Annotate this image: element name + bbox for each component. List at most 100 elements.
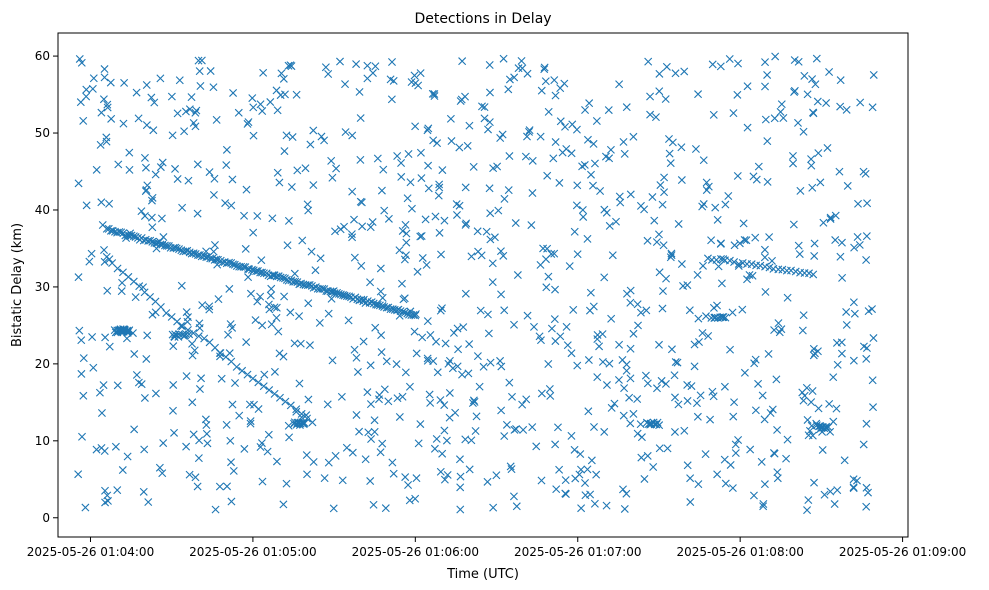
detection-point	[183, 313, 192, 322]
detection-point	[811, 80, 820, 89]
detection-point	[593, 335, 602, 344]
detection-point	[521, 152, 530, 161]
detection-point	[810, 478, 819, 487]
detection-point	[615, 80, 624, 89]
detection-point	[862, 483, 871, 492]
detection-point	[773, 474, 782, 483]
detection-point	[295, 312, 304, 321]
detection-point	[783, 293, 792, 302]
detection-point	[570, 445, 579, 454]
detection-point	[790, 56, 799, 65]
detection-point	[401, 251, 410, 260]
detection-point	[499, 251, 508, 260]
detection-point	[195, 324, 204, 333]
detection-point	[605, 221, 614, 230]
detection-point	[317, 132, 326, 141]
detection-point	[201, 415, 210, 424]
detection-point	[324, 458, 333, 467]
detection-point	[458, 370, 467, 379]
detection-point	[456, 483, 465, 492]
detection-point	[618, 355, 627, 364]
detection-point	[761, 287, 770, 296]
detection-point	[589, 302, 598, 311]
detection-point	[721, 200, 730, 209]
detection-point	[615, 340, 624, 349]
detection-point	[328, 356, 337, 365]
detection-point	[440, 426, 449, 435]
detection-point	[424, 161, 433, 170]
detection-point	[371, 323, 380, 332]
detection-point	[658, 200, 667, 209]
detection-point	[553, 423, 562, 432]
detection-point	[590, 159, 599, 168]
detection-point	[626, 298, 635, 307]
detection-point	[77, 336, 86, 345]
detection-point	[324, 309, 333, 318]
detection-point	[275, 393, 284, 402]
detection-point	[272, 313, 281, 322]
detection-point	[105, 199, 114, 208]
detection-point	[329, 287, 338, 296]
detection-point	[438, 166, 447, 175]
detection-point	[562, 322, 571, 331]
detection-point	[683, 396, 692, 405]
detection-point	[320, 136, 329, 145]
detection-point	[513, 271, 522, 280]
detection-point	[713, 215, 722, 224]
detection-point	[699, 200, 708, 209]
detection-point	[433, 368, 442, 377]
detection-point	[556, 117, 565, 126]
detection-point	[357, 261, 366, 270]
detection-point	[284, 216, 293, 225]
detection-point	[602, 501, 611, 510]
detection-point	[377, 331, 386, 340]
detection-point	[532, 442, 541, 451]
detection-point	[517, 56, 526, 65]
detection-point	[359, 295, 368, 304]
detection-point	[500, 194, 509, 203]
detection-point	[800, 391, 809, 400]
detection-point	[763, 70, 772, 79]
detection-point	[620, 504, 629, 513]
detection-point	[583, 135, 592, 144]
detection-point	[234, 108, 243, 117]
detection-point	[465, 121, 474, 130]
detection-point	[194, 454, 203, 463]
detection-point	[490, 233, 499, 242]
detection-point	[484, 329, 493, 338]
detection-point	[258, 107, 267, 116]
detection-point	[774, 319, 783, 328]
detection-point	[500, 306, 509, 315]
detection-point	[637, 453, 646, 462]
detection-point	[246, 289, 255, 298]
detection-point	[573, 250, 582, 259]
detection-point	[74, 273, 83, 282]
detection-point	[660, 188, 669, 197]
detection-point	[195, 436, 204, 445]
detection-point	[869, 403, 878, 412]
detection-point	[726, 345, 735, 354]
detection-point	[510, 73, 519, 82]
detection-point	[366, 223, 375, 232]
detection-point	[473, 352, 482, 361]
detection-point	[772, 375, 781, 384]
detection-point	[206, 67, 215, 76]
detection-point	[799, 127, 808, 136]
detection-point	[213, 260, 222, 269]
detection-point	[787, 266, 795, 275]
x-tick-label: 2025-05-26 01:07:00	[514, 545, 641, 559]
detection-point	[304, 299, 313, 308]
detection-point	[641, 371, 650, 380]
detection-point	[714, 262, 723, 271]
detection-point	[147, 93, 156, 102]
detection-point	[364, 428, 373, 437]
detection-point	[859, 440, 868, 449]
detection-point	[273, 168, 282, 177]
detection-point	[636, 308, 645, 317]
detection-point	[287, 62, 296, 71]
detection-point	[803, 90, 812, 99]
detection-point	[130, 425, 139, 434]
detection-point	[771, 52, 780, 61]
detection-point	[489, 503, 498, 512]
detection-point	[411, 79, 420, 88]
